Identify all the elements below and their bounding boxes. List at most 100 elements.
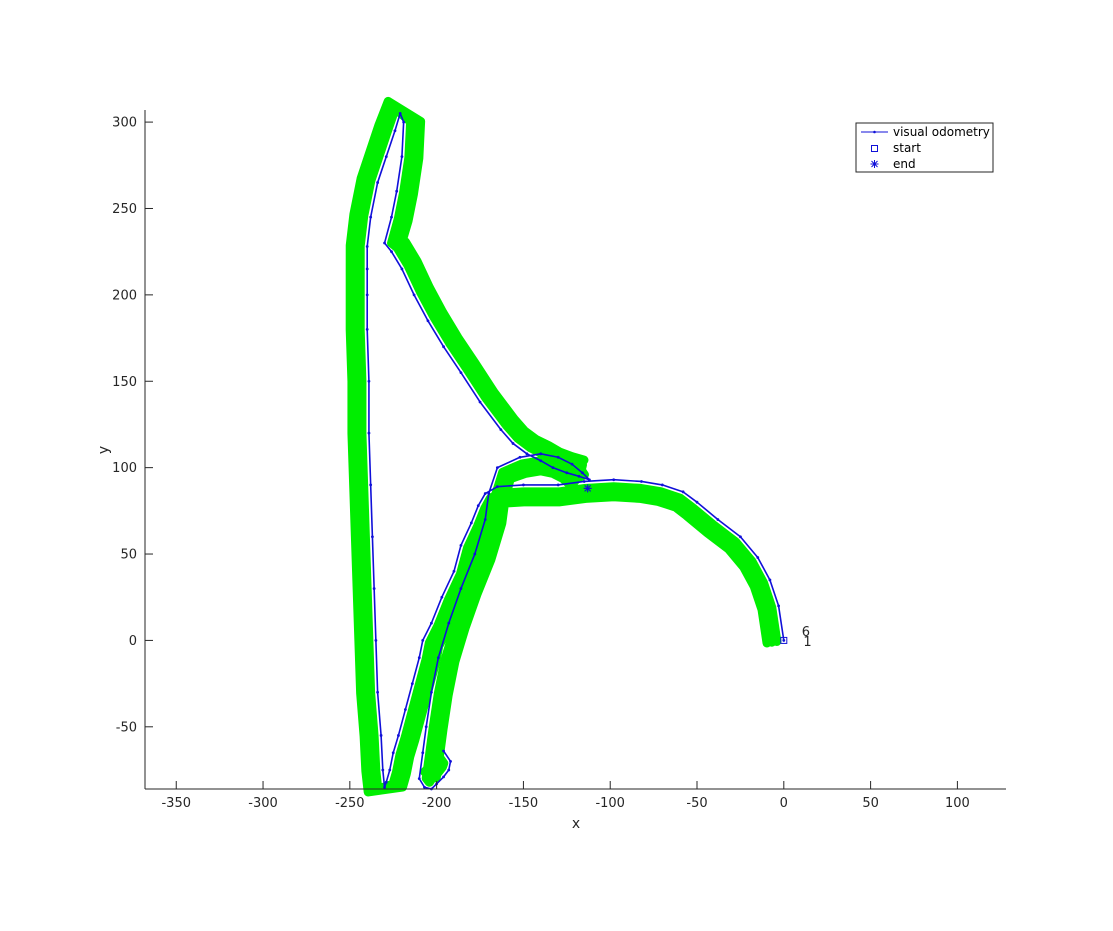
- odometry-point: [570, 462, 574, 466]
- odometry-point: [402, 120, 406, 124]
- odometry-point: [365, 293, 369, 297]
- odometry-point: [478, 400, 482, 404]
- legend-start-marker: [871, 145, 878, 152]
- legend-label-end: end: [893, 157, 916, 171]
- odometry-point: [442, 749, 445, 753]
- odometry-point: [483, 492, 487, 495]
- odometry-point: [365, 328, 369, 331]
- odometry-point: [393, 129, 397, 133]
- odometry-point: [495, 485, 499, 489]
- x-tick-label: -200: [422, 796, 452, 811]
- plot-area: [145, 110, 1006, 789]
- odometry-point: [384, 780, 388, 784]
- odometry-point: [417, 656, 421, 660]
- odometry-point: [381, 768, 385, 772]
- odometry-point: [403, 708, 407, 711]
- odometry-point: [582, 480, 586, 483]
- legend-dot-sample: [873, 130, 876, 134]
- odometry-point: [395, 189, 399, 193]
- x-tick-label: -100: [595, 796, 625, 811]
- odometry-point: [371, 535, 374, 539]
- odometry-point: [539, 452, 543, 456]
- odometry-point: [374, 639, 378, 642]
- y-tick-label: 250: [112, 202, 137, 217]
- odometry-point: [384, 155, 388, 159]
- x-axis-label: x: [572, 816, 580, 832]
- odometry-point: [424, 725, 428, 729]
- y-tick-label: 100: [112, 461, 137, 476]
- odometry-point: [379, 734, 383, 737]
- odometry-point: [449, 759, 452, 763]
- odometry-point: [430, 621, 433, 625]
- odometry-point: [376, 690, 380, 694]
- odometry-point: [473, 552, 477, 556]
- odometry-point: [487, 492, 491, 495]
- odometry-point: [581, 471, 584, 475]
- odometry-point: [436, 656, 440, 660]
- odometry-point: [397, 734, 400, 737]
- y-tick-label: 300: [112, 116, 137, 131]
- odometry-point: [365, 245, 369, 248]
- legend-box: [855, 122, 994, 173]
- axes: [144, 110, 1006, 790]
- odometry-point: [417, 777, 421, 781]
- odometry-point: [372, 587, 376, 590]
- odometry-point: [518, 455, 522, 459]
- green-marker-layer: 61: [345, 96, 812, 797]
- odometry-point: [367, 379, 371, 383]
- odometry-point: [565, 471, 569, 475]
- y-tick-label: 50: [120, 548, 137, 563]
- odometry-point: [421, 639, 425, 642]
- legend-end-marker: [870, 160, 879, 168]
- odometry-point: [695, 500, 699, 504]
- odometry-point: [383, 241, 386, 245]
- odometry-point: [577, 474, 581, 478]
- x-tick-label: 50: [862, 796, 879, 811]
- odometry-point: [391, 751, 395, 755]
- odometry-point: [430, 690, 433, 694]
- odometry-point: [768, 578, 772, 582]
- green-marker-strand: [345, 96, 772, 797]
- y-axis-label: y: [96, 446, 112, 454]
- odometry-point: [539, 459, 543, 463]
- x-tick-label: -50: [686, 796, 707, 811]
- odometry-point: [398, 112, 402, 115]
- odometry-point: [459, 587, 463, 590]
- legend: visual odometry start end: [855, 122, 994, 173]
- green-label: 6: [802, 625, 810, 640]
- odometry-point: [452, 569, 456, 573]
- odometry-point: [365, 267, 369, 271]
- odometry-point: [459, 371, 463, 375]
- odometry-point: [556, 483, 560, 487]
- odometry-point: [400, 155, 404, 159]
- odometry-point: [421, 751, 425, 755]
- odometry-point: [390, 250, 393, 254]
- x-tick-label: -300: [248, 796, 278, 811]
- odometry-point: [525, 452, 529, 456]
- odometry-line: [366, 112, 785, 790]
- odometry-point: [447, 621, 451, 625]
- odometry-point: [423, 785, 426, 789]
- odometry-point: [522, 483, 525, 487]
- odometry-point: [483, 518, 487, 521]
- x-ticks: -350 -300 -250 -200 -150 -100 -50 0 50 100: [161, 781, 970, 811]
- x-tick-label: 100: [945, 796, 970, 811]
- y-tick-label: 200: [112, 288, 137, 303]
- odometry-point: [440, 595, 444, 599]
- start-marker: [780, 636, 788, 644]
- y-tick-label: 150: [112, 375, 137, 390]
- odometry-point: [412, 293, 416, 297]
- x-tick-label: -350: [161, 796, 191, 811]
- odometry-point: [777, 604, 780, 608]
- odometry-point: [756, 556, 760, 559]
- odometry-point: [660, 483, 664, 487]
- odometry-point: [495, 466, 499, 470]
- odometry-point: [612, 478, 616, 482]
- odometry-point: [640, 480, 643, 483]
- odometry-point: [511, 442, 515, 445]
- odometry-point: [447, 768, 451, 772]
- odometry-point: [459, 543, 463, 547]
- x-tick-label: 0: [780, 796, 788, 811]
- odometry-point: [782, 639, 786, 642]
